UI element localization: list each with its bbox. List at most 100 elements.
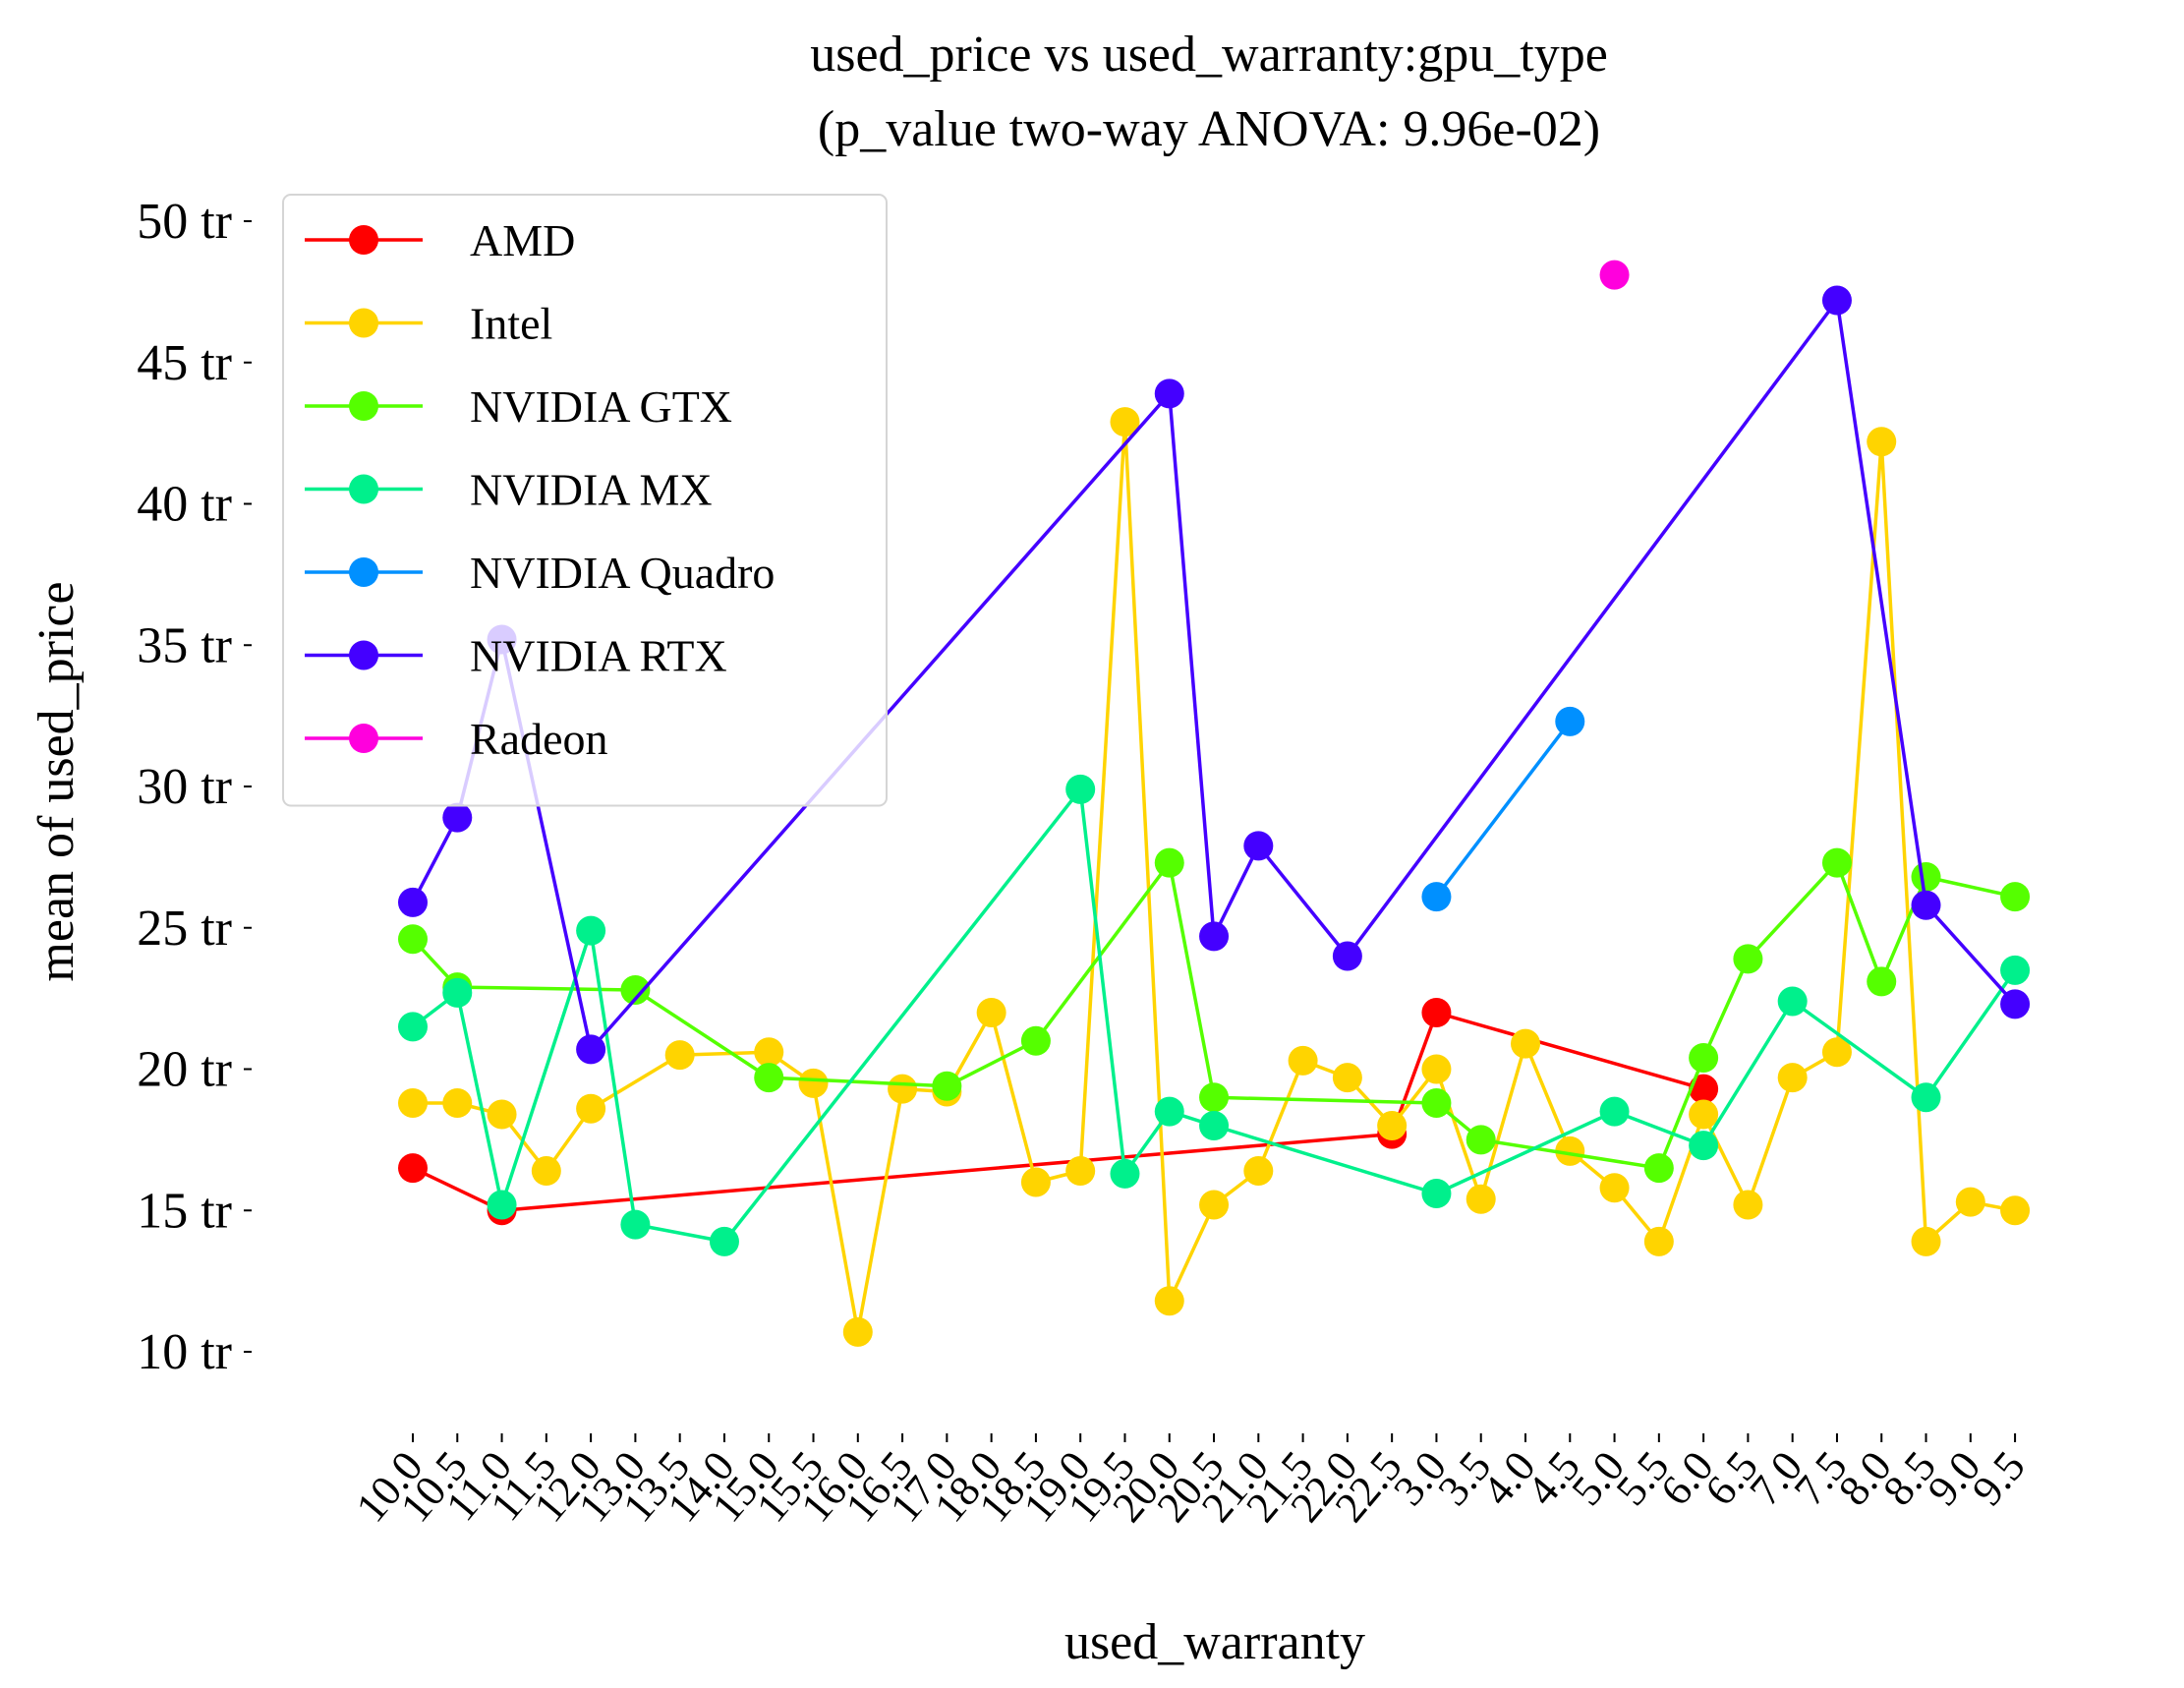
data-point-intel [664,1040,695,1071]
data-point-intel [1288,1045,1318,1076]
data-point-nvidia-gtx [1199,1082,1230,1113]
data-point-intel [1821,1037,1852,1068]
series-layer [398,260,2031,1347]
chart-title: used_price vs used_warranty:gpu_type [810,27,1608,83]
data-point-nvidia-mx [1599,1096,1630,1127]
legend-marker [349,391,378,421]
data-point-intel [2000,1195,2031,1226]
legend: AMD Intel NVIDIA GTX NVIDIA MX NVIDIA Quadro… [282,194,888,807]
y-tick-label: 25 tr [137,901,232,957]
data-point-intel [1689,1099,1719,1130]
data-point-intel [1555,1135,1585,1166]
data-point-nvidia-gtx [1733,944,1763,974]
legend-item-nvidia-rtx: NVIDIA RTX [305,631,727,681]
data-point-nvidia-gtx [1154,847,1184,878]
data-point-nvidia-gtx [620,975,651,1005]
data-point-nvidia-mx [487,1190,517,1220]
y-tick-label: 20 tr [137,1042,232,1098]
data-point-intel [576,1093,606,1124]
data-point-intel [1065,1156,1096,1186]
data-point-nvidia-gtx [398,924,428,955]
data-point-nvidia-mx [1199,1111,1230,1140]
y-tick-label: 30 tr [137,759,232,815]
data-point-intel [1955,1187,1985,1217]
y-tick-label: 10 tr [137,1324,232,1380]
data-point-nvidia-gtx [1689,1043,1719,1073]
data-point-nvidia-rtx [442,802,473,833]
series-nvidia-quadro [1421,706,1585,912]
y-tick-label: 40 tr [137,477,232,533]
data-point-intel [1421,1054,1452,1084]
y-axis: 10 tr 15 tr 20 tr 25 tr 30 tr 35 tr 40 tr 45 tr… [137,194,252,1380]
data-point-nvidia-quadro [1555,706,1585,736]
legend-label: NVIDIA MX [470,465,713,515]
data-point-nvidia-gtx [1821,847,1852,878]
legend-label: Radeon [470,714,608,764]
data-point-intel [1643,1226,1674,1256]
data-point-nvidia-rtx [1821,285,1852,316]
data-point-nvidia-mx [2000,955,2031,985]
data-point-nvidia-gtx [1466,1125,1496,1155]
data-point-nvidia-rtx [1154,378,1184,409]
legend-item-nvidia-gtx: NVIDIA GTX [305,381,732,432]
data-point-nvidia-mx [1421,1179,1452,1208]
data-point-nvidia-rtx [1911,890,1941,920]
data-point-intel [442,1088,473,1118]
chart-subtitle: (p_value two-way ANOVA: 9.96e-02) [818,101,1600,157]
data-point-nvidia-mx [1065,774,1096,804]
legend-item-nvidia-quadro: NVIDIA Quadro [305,548,775,598]
data-point-nvidia-mx [620,1209,651,1240]
data-point-intel [798,1068,829,1098]
legend-marker [349,308,378,338]
data-point-intel [1867,427,1897,457]
data-point-nvidia-mx [442,977,473,1008]
legend-marker [349,640,378,670]
data-point-intel [1911,1226,1941,1256]
series-nvidia-mx [398,774,2031,1256]
data-point-nvidia-mx [1777,986,1808,1017]
data-point-intel [1243,1156,1274,1186]
data-point-intel [1199,1190,1230,1220]
data-point-nvidia-mx [576,915,606,946]
x-tick-label: 9.5 [1963,1442,2035,1515]
data-point-nvidia-gtx [1911,862,1941,892]
legend-marker [349,225,378,255]
data-point-intel [1466,1184,1496,1214]
legend-label: NVIDIA Quadro [470,548,775,598]
data-point-nvidia-mx [1110,1158,1140,1189]
data-point-nvidia-rtx [1243,831,1274,861]
data-point-nvidia-mx [709,1226,739,1256]
data-point-intel [1377,1111,1408,1140]
data-point-nvidia-mx [1154,1096,1184,1127]
y-tick-label: 45 tr [137,335,232,391]
data-point-intel [398,1088,428,1118]
series-radeon [1599,260,1630,290]
data-point-nvidia-rtx [576,1034,606,1065]
legend-marker [349,557,378,587]
data-point-amd [1421,998,1452,1027]
series-nvidia-gtx [398,847,2031,1184]
data-point-amd [398,1153,428,1184]
data-point-amd [1689,1074,1719,1104]
data-point-intel [1777,1063,1808,1093]
data-point-intel [976,998,1006,1027]
data-point-radeon [1599,260,1630,290]
data-point-intel [1332,1063,1362,1093]
legend-item-radeon: Radeon [305,714,608,764]
legend-item-nvidia-mx: NVIDIA MX [305,465,713,515]
x-axis-label: used_warranty [1064,1614,1365,1670]
data-point-nvidia-quadro [1421,882,1452,912]
data-point-nvidia-gtx [1421,1088,1452,1118]
data-point-nvidia-rtx [2000,989,2031,1019]
data-point-nvidia-mx [1911,1082,1941,1113]
legend-item-intel: Intel [305,299,552,349]
data-point-nvidia-gtx [1867,966,1897,997]
data-point-intel [1110,407,1140,437]
data-point-intel [888,1074,918,1104]
data-point-nvidia-rtx [398,887,428,917]
legend-box [282,194,888,807]
x-axis: 10.010.511.011.512.013.013.514.015.015.5… [347,1433,2035,1531]
legend-marker [349,474,378,504]
legend-item-amd: AMD [305,215,575,265]
data-point-intel [1733,1190,1763,1220]
